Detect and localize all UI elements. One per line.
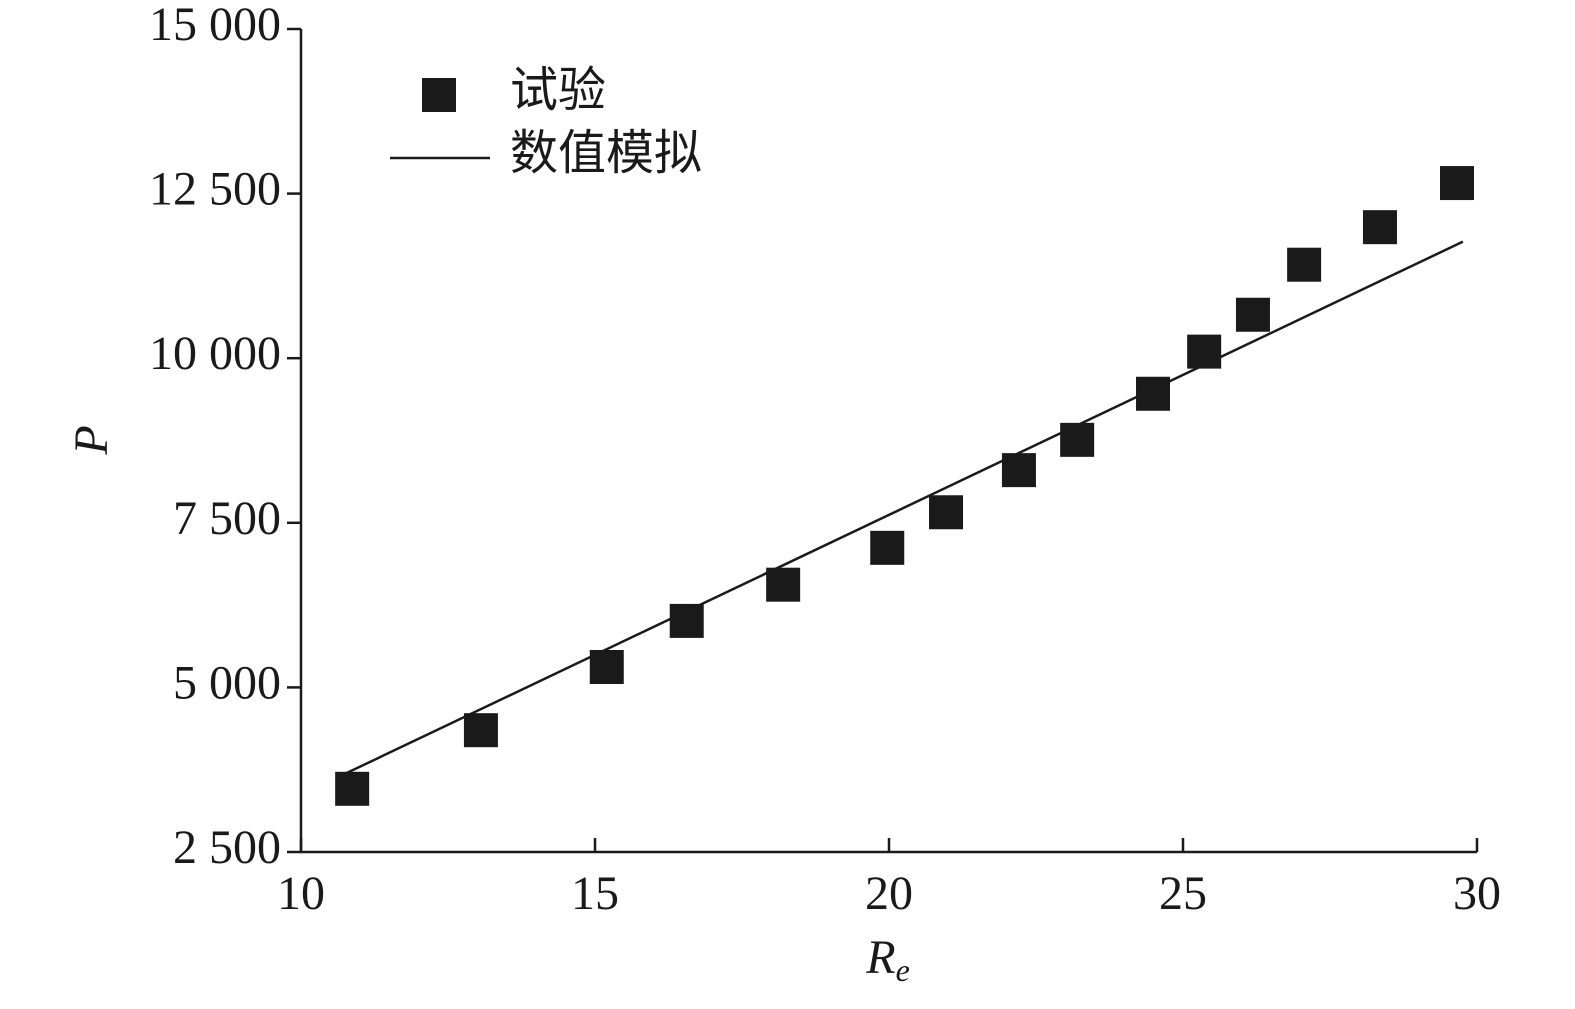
data-point	[1287, 247, 1322, 282]
data-point	[766, 567, 801, 602]
data-point	[1060, 422, 1095, 457]
x-tick-label: 20	[865, 867, 913, 920]
x-tick-label: 15	[571, 867, 619, 920]
data-point	[870, 530, 905, 565]
x-axis-label: Re	[865, 931, 910, 988]
legend-marker	[422, 78, 456, 112]
x-tick-label: 25	[1159, 867, 1207, 920]
data-point	[669, 603, 704, 638]
y-tick-label: 15 000	[149, 0, 281, 51]
y-tick-label: 10 000	[149, 327, 281, 380]
data-point	[1362, 210, 1397, 245]
y-tick-label: 12 500	[149, 163, 281, 216]
data-point	[463, 713, 498, 748]
y-tick-label: 5 000	[173, 656, 281, 709]
x-tick-label: 10	[277, 867, 325, 920]
x-tick-label: 30	[1453, 867, 1501, 920]
data-point	[1235, 297, 1270, 332]
data-point	[335, 771, 370, 806]
legend-label: 数值模拟	[510, 127, 702, 180]
fit-line	[339, 240, 1464, 778]
data-point	[1440, 166, 1475, 201]
data-point	[929, 495, 964, 530]
data-point	[1187, 334, 1222, 369]
y-tick-label: 7 500	[173, 492, 281, 545]
y-tick-label: 2 500	[173, 821, 281, 874]
legend-label: 试验	[510, 64, 606, 117]
y-axis-label: P	[65, 425, 118, 455]
